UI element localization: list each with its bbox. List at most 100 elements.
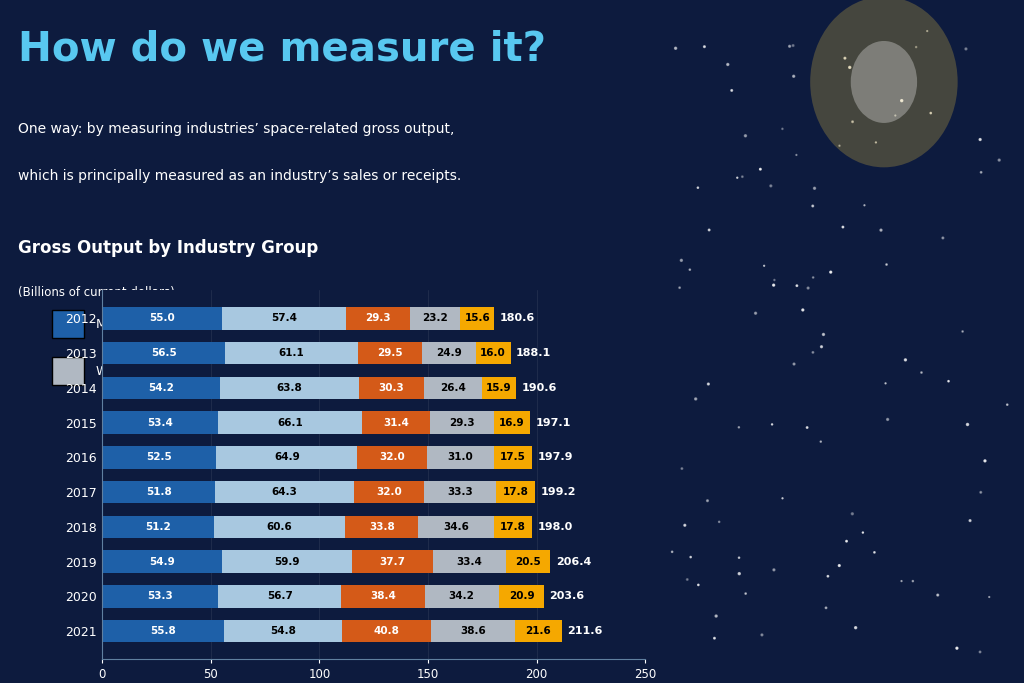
Bar	[494, 411, 530, 434]
Point	[764, 419, 780, 430]
Point	[842, 62, 858, 73]
Bar	[419, 516, 494, 538]
Point	[855, 527, 871, 538]
Bar	[216, 446, 357, 469]
Point	[799, 422, 815, 433]
Bar	[102, 446, 216, 469]
Point	[788, 280, 805, 291]
Point	[766, 275, 782, 285]
Bar	[410, 307, 461, 330]
Point	[973, 487, 989, 498]
Point	[897, 354, 913, 365]
Point	[954, 326, 971, 337]
Point	[766, 564, 782, 575]
Point	[977, 456, 993, 466]
Bar	[425, 585, 499, 608]
Bar	[215, 481, 354, 503]
Text: 33.4: 33.4	[457, 557, 482, 566]
Point	[682, 552, 698, 563]
Point	[720, 59, 736, 70]
Text: 33.8: 33.8	[369, 522, 394, 532]
Text: Wholesale trade: Wholesale trade	[95, 365, 198, 378]
Text: 15.6: 15.6	[465, 313, 490, 323]
Point	[788, 150, 805, 161]
Text: 16.0: 16.0	[480, 348, 506, 358]
Bar	[354, 481, 424, 503]
Point	[731, 422, 748, 433]
Bar	[461, 307, 495, 330]
Point	[845, 116, 861, 127]
Text: 54.8: 54.8	[270, 626, 296, 636]
Text: 17.5: 17.5	[500, 452, 526, 462]
Text: 24.9: 24.9	[436, 348, 462, 358]
Bar	[225, 342, 357, 364]
Bar	[515, 619, 562, 642]
Text: 198.0: 198.0	[538, 522, 572, 532]
Point	[707, 632, 723, 643]
Text: 33.3: 33.3	[447, 487, 473, 497]
Point	[815, 329, 831, 340]
Bar	[476, 342, 511, 364]
FancyBboxPatch shape	[459, 311, 490, 339]
Text: 206.4: 206.4	[556, 557, 591, 566]
Point	[737, 588, 754, 599]
Point	[972, 647, 988, 658]
Point	[813, 436, 829, 447]
Text: 53.4: 53.4	[147, 417, 173, 428]
Text: 53.3: 53.3	[147, 591, 173, 601]
Point	[785, 71, 802, 82]
Point	[913, 367, 930, 378]
Point	[805, 272, 821, 283]
Text: 57.4: 57.4	[271, 313, 297, 323]
Bar	[218, 411, 361, 434]
Point	[880, 414, 896, 425]
Point	[672, 282, 688, 293]
Text: 34.6: 34.6	[443, 522, 469, 532]
Point	[919, 25, 935, 36]
Point	[835, 221, 851, 232]
Bar	[102, 307, 222, 330]
Point	[839, 535, 855, 546]
Text: 38.6: 38.6	[460, 626, 485, 636]
Bar	[481, 376, 516, 399]
Text: 56.7: 56.7	[266, 591, 293, 601]
Text: 66.1: 66.1	[278, 417, 303, 428]
Point	[679, 574, 695, 585]
Point	[866, 547, 883, 558]
Point	[887, 110, 903, 121]
FancyBboxPatch shape	[52, 311, 84, 339]
Text: 17.8: 17.8	[503, 487, 528, 497]
Point	[701, 225, 718, 236]
Point	[805, 201, 821, 212]
Text: 60.6: 60.6	[266, 522, 292, 532]
Bar	[422, 342, 476, 364]
Point	[991, 154, 1008, 165]
Text: Information: Information	[318, 318, 391, 331]
Bar	[424, 376, 481, 399]
Point	[699, 495, 716, 506]
Point	[806, 183, 822, 194]
Bar	[430, 411, 494, 434]
Point	[795, 305, 811, 316]
Text: 64.9: 64.9	[274, 452, 300, 462]
Point	[731, 568, 748, 579]
Ellipse shape	[810, 0, 957, 167]
Point	[844, 508, 860, 519]
Text: 29.5: 29.5	[377, 348, 402, 358]
Text: 31.4: 31.4	[383, 417, 409, 428]
FancyBboxPatch shape	[275, 311, 307, 339]
Text: 180.6: 180.6	[500, 313, 535, 323]
Bar	[424, 481, 497, 503]
Point	[856, 200, 872, 211]
Point	[673, 255, 689, 266]
Point	[800, 283, 816, 294]
Point	[818, 602, 835, 613]
Ellipse shape	[851, 41, 918, 123]
Point	[820, 571, 837, 582]
Point	[696, 41, 713, 52]
Text: 16.9: 16.9	[499, 417, 524, 428]
Text: Total: Total	[502, 365, 536, 378]
Text: 29.3: 29.3	[366, 313, 391, 323]
Text: 32.0: 32.0	[379, 452, 404, 462]
Bar	[431, 619, 515, 642]
